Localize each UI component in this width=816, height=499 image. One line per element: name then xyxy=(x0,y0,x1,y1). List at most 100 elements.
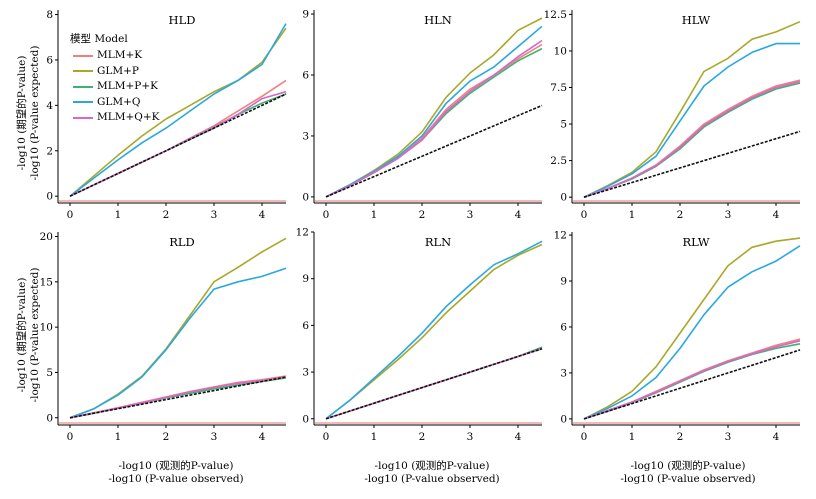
x-tick-label: 3 xyxy=(211,209,218,221)
series-line-glm-p xyxy=(583,20,801,198)
y-tick-label: 0 xyxy=(560,413,567,425)
baseline-band xyxy=(573,422,800,424)
series-line-glm-q xyxy=(325,25,543,198)
y-tick-label: 0 xyxy=(302,191,309,203)
y-tick-label: 12 xyxy=(296,227,309,239)
baseline-band xyxy=(59,200,286,202)
y-axis-label-cn: -log10 (期望的P-value) xyxy=(16,277,28,393)
series-line-mlm-q-k xyxy=(583,340,801,420)
series-line-glm-p xyxy=(69,27,287,197)
panel-hld: 0 2 4 6 8 0 1 2 3 4 HLD xyxy=(46,9,287,221)
x-tick-label: 2 xyxy=(419,209,426,221)
legend-label: MLM+K xyxy=(97,49,143,62)
y-tick-label: 6 xyxy=(302,320,309,332)
panel-hlw: 0 2.5 5 7.5 10 12.5 0 1 2 3 4 HLW xyxy=(544,9,801,221)
y-tick-label: 3 xyxy=(560,367,567,379)
panel-hln: 0 3 6 9 0 1 2 3 4 HLN xyxy=(302,9,543,221)
series-line-mlm-q-k xyxy=(583,80,801,198)
y-tick-label: 6 xyxy=(302,70,309,82)
x-tick-label: 3 xyxy=(467,431,474,443)
y-tick-label: 8 xyxy=(46,9,53,21)
y-axis-label-top: -log10 (期望的P-value) -log10 (P-value expe… xyxy=(16,0,42,233)
y-tick-label: 20 xyxy=(40,231,53,243)
y-tick-label: 0 xyxy=(46,412,53,424)
panel-title: RLW xyxy=(682,235,709,249)
y-tick-label: 12.5 xyxy=(544,9,567,21)
x-tick-label: 1 xyxy=(115,431,122,443)
y-tick-label: 9 xyxy=(302,273,309,285)
x-tick-label: 2 xyxy=(163,209,170,221)
y-tick-label: 15 xyxy=(40,276,53,288)
series-line-glm-p xyxy=(325,17,543,198)
panel-title: HLN xyxy=(424,13,452,27)
legend-swatch xyxy=(73,54,93,57)
x-axis-label-col1: -log10 (观测的P-value) -log10 (P-value obse… xyxy=(66,460,286,486)
y-tick-label: 5 xyxy=(560,119,567,131)
x-tick-label: 4 xyxy=(773,209,780,221)
x-tick-label: 2 xyxy=(163,431,170,443)
legend-swatch xyxy=(73,101,93,104)
x-tick-label: 0 xyxy=(323,209,330,221)
y-axis-label-en: -log10 (P-value expected) xyxy=(29,45,41,181)
panel-title: RLD xyxy=(169,235,195,249)
y-axis-label-bottom: -log10 (期望的P-value) -log10 (P-value expe… xyxy=(16,215,42,455)
y-tick-label: 12 xyxy=(554,230,567,242)
y-tick-label: 10 xyxy=(40,322,53,334)
legend: 模型 Model MLM+K GLM+P MLM+P+K GLM+Q MLM+Q… xyxy=(70,32,160,126)
expected-line xyxy=(583,130,801,198)
x-tick-label: 1 xyxy=(629,209,636,221)
legend-swatch xyxy=(73,85,93,88)
legend-label: GLM+Q xyxy=(97,95,141,108)
x-tick-label: 3 xyxy=(467,209,474,221)
x-tick-label: 1 xyxy=(629,431,636,443)
y-tick-label: 10 xyxy=(554,45,567,57)
legend-item: MLM+K xyxy=(70,48,160,64)
panel-title: RLN xyxy=(425,235,451,249)
baseline-band xyxy=(315,422,542,424)
legend-swatch xyxy=(73,70,93,73)
y-axis-label-cn: -log10 (期望的P-value) xyxy=(16,55,28,171)
x-tick-label: 1 xyxy=(371,431,378,443)
series-line-mlm-q-k xyxy=(325,39,543,198)
panel-title: HLW xyxy=(682,13,711,27)
legend-item: MLM+P+K xyxy=(70,79,160,95)
x-axis-label-en: -log10 (P-value observed) xyxy=(108,473,244,485)
x-tick-label: 3 xyxy=(725,431,732,443)
baseline-band xyxy=(59,422,286,424)
series-line-glm-p xyxy=(583,237,801,420)
y-tick-label: 0 xyxy=(560,192,567,204)
y-tick-label: 0 xyxy=(302,413,309,425)
series-line-glm-p xyxy=(69,237,287,419)
x-tick-label: 3 xyxy=(211,431,218,443)
y-tick-label: 2 xyxy=(46,145,53,157)
x-axis-label-cn: -log10 (观测的P-value) xyxy=(374,460,490,472)
x-tick-label: 4 xyxy=(259,209,266,221)
series-line-glm-q xyxy=(583,245,801,420)
legend-label: MLM+P+K xyxy=(97,80,158,93)
legend-item: GLM+P xyxy=(70,64,160,80)
expected-line xyxy=(325,347,543,420)
x-tick-label: 0 xyxy=(581,431,588,443)
x-tick-label: 0 xyxy=(67,431,74,443)
y-tick-label: 5 xyxy=(46,367,53,379)
legend-swatch xyxy=(73,116,93,119)
x-axis-label-col3: -log10 (观测的P-value) -log10 (P-value obse… xyxy=(578,460,798,486)
y-tick-label: 6 xyxy=(560,321,567,333)
x-tick-label: 0 xyxy=(581,209,588,221)
series-line-glm-q xyxy=(69,267,287,419)
x-tick-label: 3 xyxy=(725,209,732,221)
x-tick-label: 4 xyxy=(515,209,522,221)
baseline-band xyxy=(315,200,542,202)
x-axis-label-cn: -log10 (观测的P-value) xyxy=(630,460,746,472)
y-tick-label: 7.5 xyxy=(550,82,567,94)
x-tick-label: 1 xyxy=(115,209,122,221)
panel-rld: 0 5 10 15 20 0 1 2 3 4 RLD xyxy=(40,231,287,443)
x-tick-label: 4 xyxy=(259,431,266,443)
y-tick-label: 9 xyxy=(302,9,309,21)
x-axis-label-cn: -log10 (观测的P-value) xyxy=(118,460,234,472)
series-line-glm-q xyxy=(69,23,287,197)
y-tick-label: 0 xyxy=(46,191,53,203)
y-tick-label: 3 xyxy=(302,367,309,379)
